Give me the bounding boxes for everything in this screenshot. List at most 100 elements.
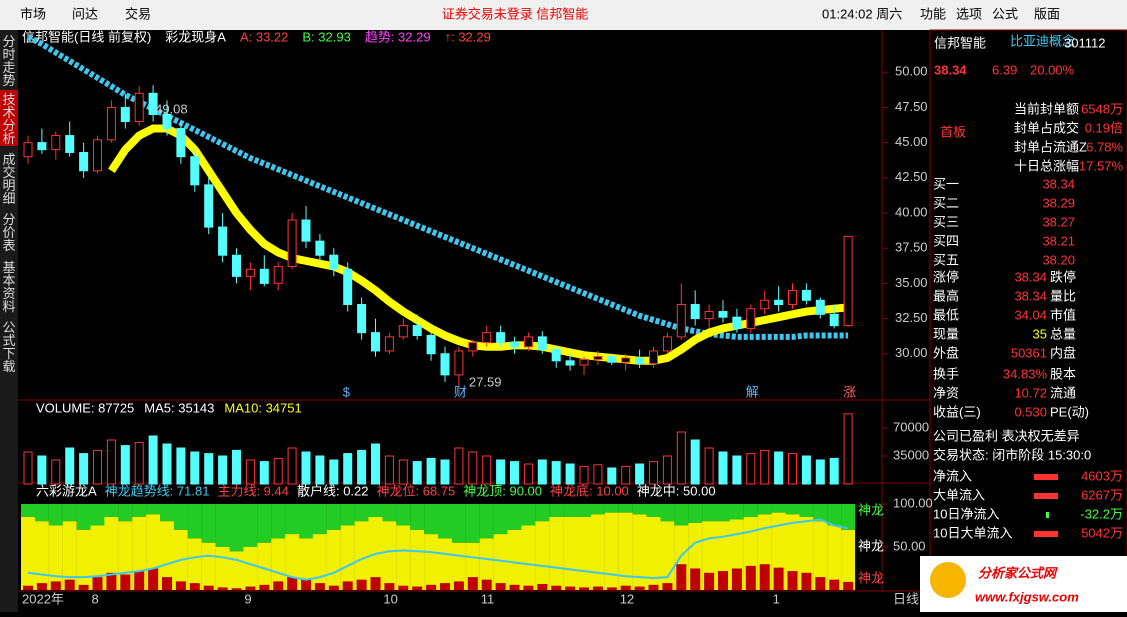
volume-bar	[245, 459, 255, 485]
main-bar	[481, 579, 492, 590]
candle-body	[204, 184, 214, 228]
menu-item: 选项	[956, 6, 982, 21]
event-marker: 财	[454, 384, 467, 399]
x-tick-label: 10	[383, 591, 397, 606]
yellow-bar	[549, 516, 564, 590]
yellow-bar	[563, 516, 578, 590]
yellow-bar	[229, 551, 244, 590]
legend-text: A: 33.22	[240, 29, 288, 44]
main-bar	[175, 581, 186, 590]
yellow-bar	[618, 512, 633, 590]
main-bar	[328, 585, 339, 590]
main-bar	[690, 568, 701, 590]
volume-bar	[510, 461, 519, 485]
stat-value: 6.78%	[1086, 139, 1123, 154]
volume-bar	[398, 459, 408, 485]
candle-body	[23, 142, 33, 158]
main-bar	[620, 585, 631, 590]
book-price: 38.29	[1042, 195, 1075, 210]
candle-body	[51, 135, 61, 151]
main-bar	[78, 584, 89, 590]
side-tab[interactable]: 成交明细	[2, 152, 15, 206]
y-tick-label: 35.00	[895, 275, 928, 290]
flow-label: 10日净流入	[933, 506, 999, 521]
candle-body	[551, 349, 561, 362]
side-tab[interactable]: 基本资料	[2, 260, 15, 314]
yellow-bar	[660, 521, 675, 590]
event-marker: 涨	[843, 384, 856, 399]
main-bar	[495, 583, 506, 590]
yellow-bar	[493, 534, 508, 590]
green-bar	[173, 504, 188, 530]
yellow-bar	[424, 534, 439, 590]
green-bar	[410, 504, 425, 530]
green-bar	[604, 504, 619, 513]
main-bar	[523, 585, 534, 590]
candle-body	[746, 308, 756, 329]
volume-bar	[162, 443, 172, 485]
main-bar	[648, 584, 659, 590]
candle-body	[190, 156, 200, 186]
volume-bar	[37, 455, 47, 485]
candle-body	[440, 353, 450, 376]
side-tab[interactable]: 分价表	[2, 212, 15, 253]
info-label: 量比	[1050, 288, 1076, 303]
green-bar	[257, 504, 272, 543]
candle-body	[454, 350, 464, 376]
side-tab[interactable]: 分时走势	[2, 34, 15, 88]
stat-value: 0.19倍	[1085, 120, 1123, 135]
candle-body	[357, 304, 367, 334]
green-bar	[285, 504, 300, 535]
volume-bar	[79, 453, 89, 485]
event-marker: $	[343, 384, 351, 399]
volume-bar	[440, 459, 450, 485]
main-bar	[189, 583, 200, 590]
yellow-bar	[577, 516, 591, 590]
yellow-bar	[90, 525, 105, 590]
concept: 比亚迪概念	[1010, 33, 1075, 48]
green-bar	[132, 504, 147, 517]
green-bar	[716, 504, 730, 522]
main-bar	[50, 581, 61, 590]
yellow-bar	[243, 547, 258, 590]
main-bar	[453, 581, 464, 590]
volume-bar	[329, 459, 339, 485]
info-label: 最低	[933, 307, 959, 322]
candle-body	[120, 106, 130, 123]
side-tab[interactable]: 公式下载	[2, 320, 15, 374]
volume-bar	[662, 455, 672, 485]
y-tick-label: 42.50	[895, 169, 928, 184]
green-bar	[382, 504, 397, 522]
yellow-bar	[438, 538, 452, 590]
candle-body	[801, 289, 811, 301]
yellow-bar	[813, 521, 828, 590]
volume-bar	[537, 459, 547, 485]
main-bar	[217, 587, 228, 590]
candle-body	[162, 113, 172, 130]
flow-bar	[1034, 493, 1058, 499]
y-tick-label: 50.00	[893, 538, 926, 553]
side-label: 神龙	[858, 502, 884, 517]
yellow-bar	[535, 521, 550, 590]
info-value: 34.04	[1014, 307, 1047, 322]
y-tick-label: 40.00	[895, 204, 928, 219]
volume-bar	[607, 467, 617, 485]
clock: 01:24:02 周六	[822, 6, 902, 21]
volume-legend: VOLUME: 87725	[36, 400, 134, 415]
volume-bar	[65, 447, 75, 485]
candle-body	[690, 304, 700, 320]
side-tab[interactable]: 技术分析	[2, 92, 15, 146]
annotation: 49.08	[155, 101, 188, 116]
info-value: 38.34	[1014, 288, 1047, 303]
x-tick-label: 1	[773, 591, 780, 606]
x-tick-label: 9	[244, 591, 251, 606]
candle-body	[245, 268, 255, 277]
volume-bar	[204, 453, 214, 485]
green-bar	[271, 504, 286, 539]
info-value: 0.530	[1014, 404, 1047, 419]
yellow-bar	[632, 514, 647, 590]
volume-bar	[468, 451, 478, 485]
main-bar	[314, 583, 325, 590]
green-bar	[479, 504, 494, 539]
green-bar	[702, 504, 717, 522]
